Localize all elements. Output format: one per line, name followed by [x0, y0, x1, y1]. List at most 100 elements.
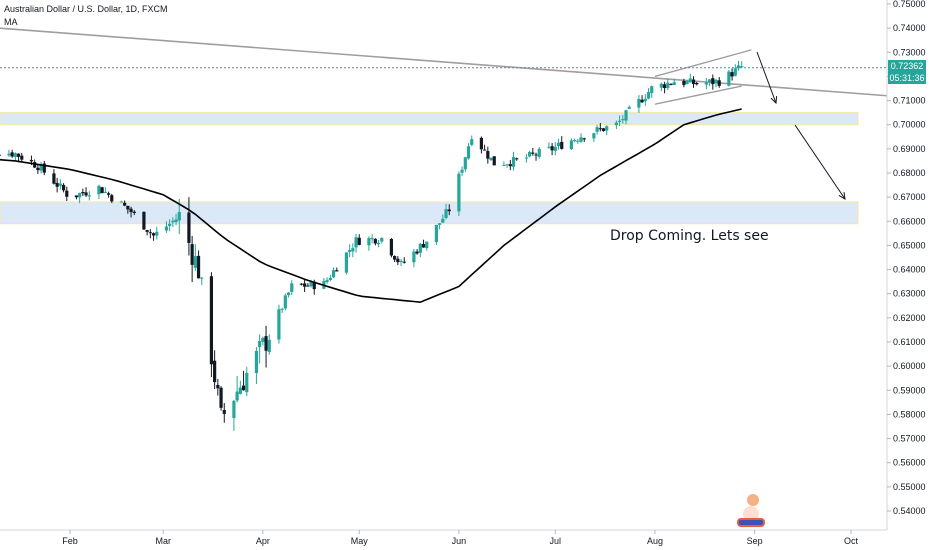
candle-body [505, 164, 509, 166]
candle-body [241, 385, 246, 391]
candle-body [126, 205, 130, 210]
candle-body [277, 309, 281, 340]
candle-body [421, 244, 426, 248]
candle-body [245, 372, 249, 393]
candle-body [560, 141, 564, 149]
time-tick-label: Aug [647, 536, 663, 546]
candle-body [640, 99, 644, 103]
candle-body [393, 256, 397, 260]
candle-body [235, 391, 239, 401]
candle-body [447, 209, 451, 212]
arrow-2 [794, 124, 846, 200]
user-badge-icon [737, 494, 765, 527]
candle-body [216, 384, 220, 389]
candle-body [550, 146, 554, 151]
candle-body [254, 350, 259, 373]
time-axis[interactable]: Feb Mar Apr May Jun Jul Aug Sep Oct [0, 529, 887, 546]
candle-body [55, 182, 59, 187]
bar-countdown-tag: 05:31:36 [888, 72, 926, 84]
candle-body [704, 82, 708, 85]
candle-body [489, 157, 493, 161]
candle-body [193, 256, 197, 268]
candle-body [354, 237, 358, 248]
arrow-1 [756, 51, 777, 104]
price-tick-label: 0.68000 [893, 168, 926, 178]
candle-body [470, 139, 474, 145]
candle-body [441, 218, 445, 223]
candle-body [309, 281, 313, 287]
candle-body [511, 156, 516, 167]
candle-body [425, 241, 429, 249]
candle-body [389, 238, 393, 256]
candle-body [691, 79, 696, 85]
support-zones [0, 112, 859, 225]
candle-body [483, 149, 487, 151]
price-tick-label: 0.66000 [893, 216, 926, 226]
candle-body [438, 223, 442, 225]
last-price-tag: 0.72362 [888, 60, 926, 72]
candles [0, 60, 744, 431]
candle-body [142, 211, 146, 230]
candle-body [688, 78, 692, 83]
time-tick-label: Jun [452, 536, 467, 546]
price-tick-label: 0.67000 [893, 192, 926, 202]
candle-body [222, 410, 226, 414]
candle-body [730, 72, 734, 77]
arrows [756, 51, 846, 200]
indicator-label[interactable]: MA [4, 17, 18, 27]
candle-body [412, 251, 416, 263]
price-tick-label: 0.62000 [893, 313, 926, 323]
candle-body [707, 79, 712, 82]
candle-body [196, 255, 201, 279]
candle-body [7, 153, 11, 156]
price-tick-label: 0.74000 [893, 23, 926, 33]
candle-body [200, 277, 204, 279]
candle-body [579, 137, 583, 142]
candle-body [434, 224, 438, 243]
candle-body [190, 244, 194, 265]
candle-body [617, 120, 622, 122]
candle-body [592, 133, 596, 139]
candle-body [267, 339, 271, 353]
candle-body [103, 191, 107, 193]
candle-body [399, 260, 403, 262]
candle-body [528, 152, 532, 157]
candle-body [547, 146, 551, 148]
candle-body [10, 152, 14, 157]
candle-body [58, 183, 62, 186]
candle-body [171, 220, 175, 223]
long-trendline [0, 27, 888, 97]
candle-body [572, 140, 577, 142]
candle-body [61, 184, 66, 191]
candle-body [303, 283, 307, 287]
candle-body [100, 187, 104, 194]
candle-body [335, 270, 339, 272]
candle-body [36, 167, 40, 171]
candle-body [582, 138, 586, 140]
annotation-text[interactable]: Drop Coming. Lets see [610, 228, 769, 244]
candle-body [177, 212, 181, 221]
candle-body [396, 258, 400, 263]
symbol-label[interactable]: Australian Dollar / U.S. Dollar, 1D, FXC… [4, 4, 168, 14]
candle-body [110, 195, 114, 202]
price-tick-label: 0.63000 [893, 289, 926, 299]
candle-body [33, 162, 37, 168]
price-tick-label: 0.75000 [893, 0, 926, 9]
candle-body [621, 119, 625, 121]
candle-body [42, 163, 46, 173]
candle-body [258, 341, 262, 348]
candle-body [286, 292, 291, 296]
candle-body [650, 86, 654, 94]
zone-0 [0, 112, 859, 126]
arrow-1-head [770, 95, 778, 105]
candle-body [367, 238, 371, 246]
candle-body [380, 237, 384, 242]
candle-body [524, 157, 528, 159]
price-axis[interactable]: 0.750000.740000.730000.720000.710000.700… [886, 0, 932, 530]
candle-body [598, 128, 602, 130]
price-tick-label: 0.61000 [893, 337, 926, 347]
candle-body [81, 192, 85, 194]
candle-body [614, 122, 618, 126]
candle-body [714, 79, 718, 83]
